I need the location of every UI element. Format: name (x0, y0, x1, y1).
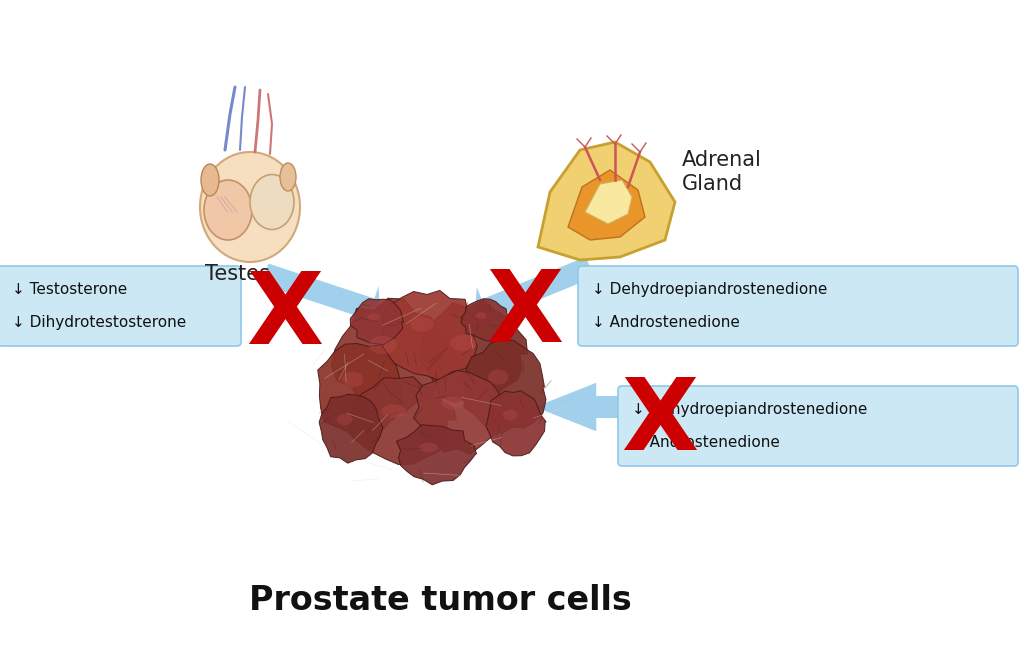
Text: ↓ Dehydroepiandrostenedione: ↓ Dehydroepiandrostenedione (632, 402, 867, 417)
FancyBboxPatch shape (578, 266, 1018, 346)
Ellipse shape (368, 313, 380, 321)
Text: ↓ Dehydroepiandrostenedione: ↓ Dehydroepiandrostenedione (592, 282, 827, 297)
Polygon shape (461, 299, 509, 341)
Ellipse shape (475, 312, 486, 319)
Text: ↓ Androstenedione: ↓ Androstenedione (632, 435, 780, 450)
Text: ↓ Dihydrotestosterone: ↓ Dihydrotestosterone (12, 315, 186, 330)
Ellipse shape (488, 370, 508, 384)
Text: ↓ Androstenedione: ↓ Androstenedione (592, 315, 740, 330)
Polygon shape (538, 142, 675, 260)
Polygon shape (350, 299, 403, 345)
Ellipse shape (204, 180, 252, 240)
Ellipse shape (369, 336, 396, 354)
Text: Adrenal
Gland: Adrenal Gland (682, 151, 762, 194)
Text: X: X (486, 265, 563, 362)
Ellipse shape (201, 164, 219, 196)
Polygon shape (568, 170, 645, 240)
Polygon shape (585, 180, 632, 224)
Ellipse shape (451, 335, 476, 351)
Ellipse shape (503, 410, 517, 420)
Polygon shape (351, 377, 457, 464)
Polygon shape (396, 425, 476, 485)
Ellipse shape (419, 443, 438, 452)
Ellipse shape (337, 414, 352, 425)
Polygon shape (464, 340, 546, 433)
Polygon shape (414, 370, 508, 454)
Ellipse shape (411, 317, 434, 331)
Polygon shape (317, 343, 403, 442)
Polygon shape (319, 394, 383, 463)
Polygon shape (486, 390, 546, 456)
FancyArrow shape (475, 257, 594, 332)
Ellipse shape (250, 175, 294, 230)
FancyBboxPatch shape (0, 266, 241, 346)
FancyArrow shape (261, 263, 380, 332)
Polygon shape (420, 300, 527, 403)
Text: Testes: Testes (205, 264, 270, 284)
Ellipse shape (342, 372, 364, 387)
Text: ↓ Testosterone: ↓ Testosterone (12, 282, 127, 297)
Ellipse shape (200, 152, 300, 262)
Ellipse shape (381, 405, 407, 418)
Text: X: X (247, 269, 324, 366)
Text: X: X (622, 374, 698, 470)
Text: Prostate tumor cells: Prostate tumor cells (249, 584, 632, 617)
Polygon shape (331, 298, 449, 413)
Polygon shape (382, 290, 479, 380)
FancyBboxPatch shape (618, 386, 1018, 466)
Ellipse shape (280, 163, 296, 191)
Ellipse shape (441, 396, 464, 410)
FancyArrow shape (535, 383, 780, 431)
